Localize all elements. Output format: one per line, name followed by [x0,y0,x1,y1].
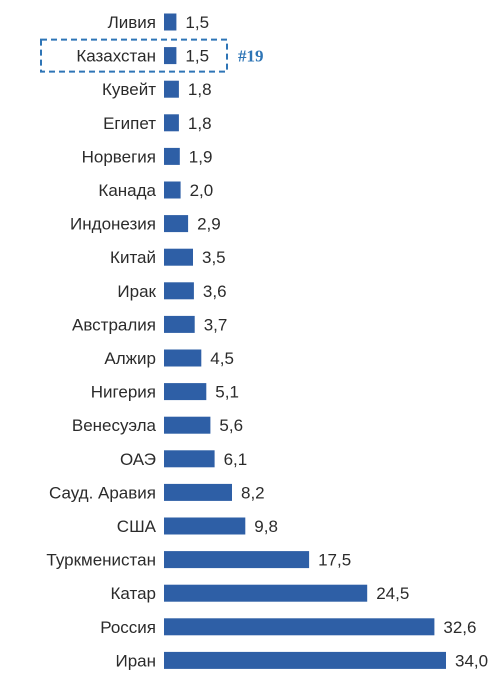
labels-layer: Ливия 1,5 Казахстан 1,5 Кувейт 1,8 Египет 1,8 Но… [46,13,488,670]
bar-ливия [164,13,177,31]
value-label-сша: 9,8 [254,517,278,536]
bar-оаэ [164,450,215,468]
bar-норвегия [164,147,180,165]
category-label-ирак: Ирак [117,282,156,301]
category-label-алжир: Алжир [104,349,156,368]
category-label-канада: Канада [98,181,156,200]
value-label-сауд-аравия: 8,2 [241,483,265,502]
value-label-иран: 34,0 [455,651,488,670]
category-label-россия: Россия [100,618,156,637]
value-label-индонезия: 2,9 [197,215,221,234]
bar-ирак [164,282,194,300]
bar-индонезия [164,215,189,233]
bar-венесуэла [164,416,211,434]
category-label-казахстан: Казахстан [76,47,156,66]
value-label-египет: 1,8 [188,114,212,133]
value-label-норвегия: 1,9 [189,147,213,166]
value-label-венесуэла: 5,6 [219,416,243,435]
value-label-ирак: 3,6 [203,282,227,301]
highlight-layer: #19 [40,38,264,73]
category-label-китай: Китай [110,248,156,267]
value-label-оаэ: 6,1 [224,450,248,469]
bar-иран [164,651,446,669]
bar-египет [164,114,179,132]
category-label-катар: Катар [111,584,157,603]
value-label-алжир: 4,5 [210,349,234,368]
category-label-венесуэла: Венесуэла [72,416,157,435]
bar-туркменистан [164,551,310,569]
bar-нигерия [164,383,207,401]
category-label-нигерия: Нигерия [91,383,156,402]
category-label-австралия: Австралия [72,315,156,334]
bar-кувейт [164,80,179,98]
highlight-box [40,38,228,73]
bar-алжир [164,349,202,367]
category-label-иран: Иран [115,651,156,670]
category-label-индонезия: Индонезия [70,215,156,234]
value-label-россия: 32,6 [443,618,476,637]
value-label-канада: 2,0 [190,181,214,200]
value-label-австралия: 3,7 [204,315,228,334]
bar-австралия [164,315,195,333]
value-label-туркменистан: 17,5 [318,551,351,570]
category-label-норвегия: Норвегия [82,147,156,166]
bar-канада [164,181,181,199]
value-label-нигерия: 5,1 [215,383,239,402]
value-label-кувейт: 1,8 [188,80,212,99]
bars-layer [164,13,446,669]
value-label-катар: 24,5 [376,584,409,603]
category-label-ливия: Ливия [108,13,156,32]
bar-казахстан [164,47,177,65]
value-label-казахстан: 1,5 [185,47,209,66]
category-label-сауд-аравия: Сауд. Аравия [49,483,156,502]
category-label-кувейт: Кувейт [102,80,156,99]
category-label-египет: Египет [103,114,156,133]
bar-китай [164,248,193,266]
bar-катар [164,584,368,602]
rank-label: #19 [238,47,264,66]
category-label-туркменистан: Туркменистан [46,551,156,570]
value-label-ливия: 1,5 [185,13,209,32]
category-label-сша: США [117,517,157,536]
category-label-оаэ: ОАЭ [120,450,156,469]
bar-сауд-аравия [164,483,232,501]
bar-сша [164,517,246,535]
bar-россия [164,618,435,636]
value-label-китай: 3,5 [202,248,226,267]
